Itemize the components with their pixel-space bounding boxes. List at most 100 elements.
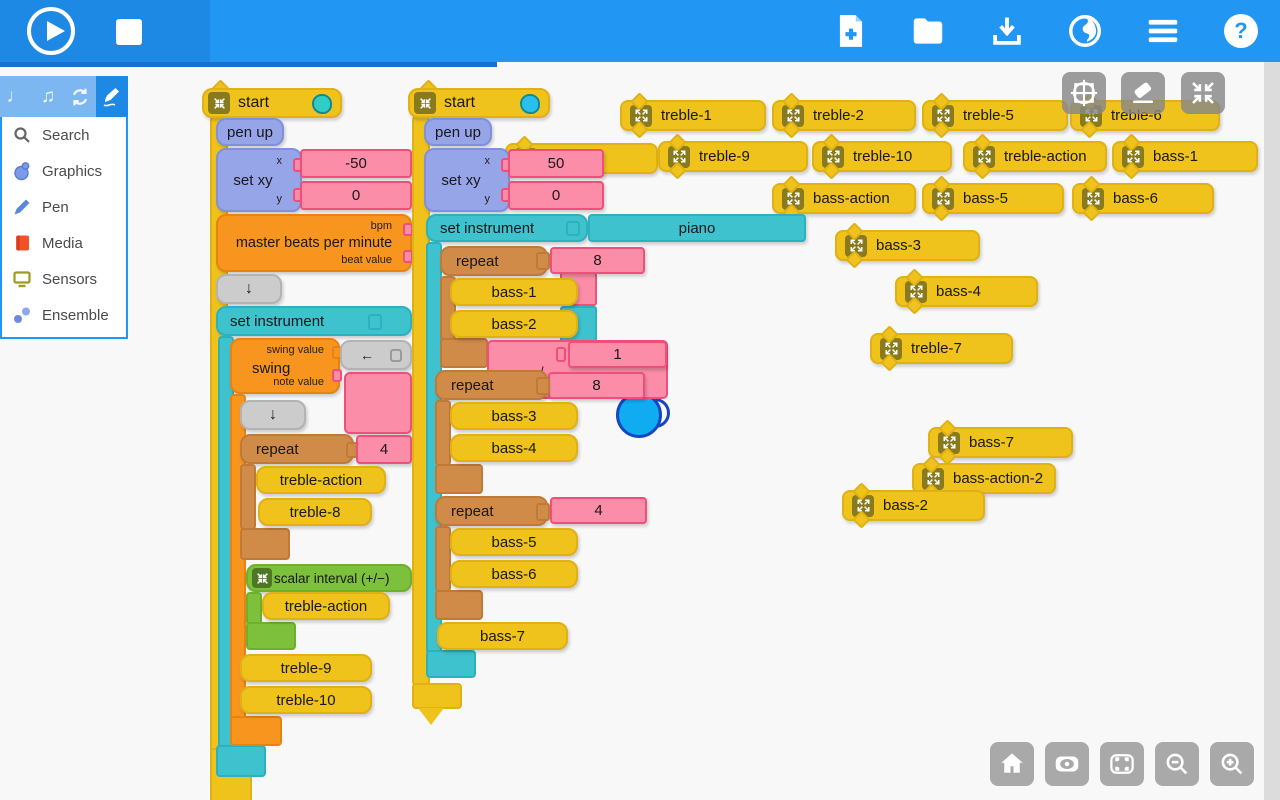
number-block[interactable]: 0	[508, 181, 604, 210]
expand-icon[interactable]	[932, 104, 954, 127]
save-button[interactable]	[988, 12, 1026, 50]
action-call-block[interactable]: bass-6	[450, 560, 578, 588]
action-call-block[interactable]: bass-7	[437, 622, 568, 650]
repeat-block[interactable]: repeat	[435, 370, 548, 400]
scalar-interval-block[interactable]: scalar interval (+/−)	[246, 564, 412, 592]
tab-note-pair[interactable]: ♫	[32, 76, 64, 117]
expand-icon[interactable]	[922, 467, 944, 490]
set-instrument-block[interactable]: set instrument	[426, 214, 588, 242]
collapsed-action-bass-action-2[interactable]: bass-action-2	[912, 455, 1056, 502]
menu-button[interactable]	[1144, 12, 1182, 50]
expand-icon[interactable]	[845, 234, 867, 257]
erase-button[interactable]	[1121, 72, 1165, 114]
palette-item-sensors[interactable]: Sensors	[2, 261, 126, 297]
show-hide-blocks-button[interactable]	[1045, 742, 1089, 786]
collapsed-action-bass-7[interactable]: bass-7	[928, 419, 1073, 466]
expand-icon[interactable]	[668, 145, 690, 168]
hidden-block[interactable]: ↓	[240, 400, 306, 430]
action-call-block[interactable]: treble-9	[240, 654, 372, 682]
collapsed-action-treble-5[interactable]: treble-5	[922, 92, 1068, 139]
palette-item-search[interactable]: Search	[2, 117, 126, 153]
collapsed-action-treble-9[interactable]: treble-9	[658, 133, 808, 180]
action-call-block[interactable]: bass-5	[450, 528, 578, 556]
start-block[interactable]: start	[408, 88, 550, 118]
number-block[interactable]: -50	[300, 149, 412, 178]
collapsed-action-bass-3[interactable]: bass-3	[835, 222, 980, 269]
palette-item-media[interactable]: Media	[2, 225, 126, 261]
expand-icon[interactable]	[1082, 187, 1104, 210]
zoom-out-button[interactable]	[1155, 742, 1199, 786]
collapsed-action-bass-1[interactable]: bass-1	[1112, 133, 1258, 180]
number-block[interactable]: 1	[568, 341, 667, 368]
collapsed-action-bass-5[interactable]: bass-5	[922, 175, 1064, 222]
number-block[interactable]: 0	[300, 181, 412, 210]
partial-pink-block[interactable]	[344, 372, 412, 434]
collapsed-action-bass-4[interactable]: bass-4	[895, 268, 1038, 315]
instrument-name-block[interactable]: piano	[588, 214, 806, 242]
master-bpm-block[interactable]: bpm master beats per minute beat value	[216, 214, 413, 272]
new-project-button[interactable]	[832, 12, 870, 50]
repeat-block[interactable]: repeat	[435, 496, 548, 526]
number-block[interactable]: 4	[550, 497, 647, 524]
language-button[interactable]	[1066, 12, 1104, 50]
number-block[interactable]: 50	[508, 149, 604, 178]
number-block[interactable]: 8	[550, 247, 645, 274]
collapsed-action-treble-7[interactable]: treble-7	[870, 325, 1013, 372]
action-call-block[interactable]: treble-8	[258, 498, 372, 526]
palette-item-pen[interactable]: Pen	[2, 189, 126, 225]
number-block[interactable]: 8	[548, 372, 645, 399]
open-project-button[interactable]	[909, 12, 947, 50]
expand-icon[interactable]	[1122, 145, 1144, 168]
collapsed-action-bass-action[interactable]: bass-action	[772, 175, 916, 222]
collapse-blocks-button[interactable]	[1181, 72, 1225, 114]
canvas-scroll-strip[interactable]	[1264, 62, 1280, 800]
start-block[interactable]: start	[202, 88, 342, 118]
collapsed-action-treble-1[interactable]: treble-1	[620, 92, 766, 139]
set-instrument-block[interactable]: set instrument	[216, 306, 412, 336]
expand-icon[interactable]	[973, 145, 995, 168]
palette-item-ensemble[interactable]: Ensemble	[2, 297, 126, 333]
swing-block[interactable]: swing value swing note value	[230, 338, 342, 394]
expand-icon[interactable]	[852, 494, 874, 517]
tab-rhythm-note[interactable]: ♩	[0, 76, 32, 117]
home-button[interactable]	[990, 742, 1034, 786]
collapsed-action-bass-2[interactable]: bass-2	[842, 482, 985, 529]
collapse-icon[interactable]	[252, 568, 272, 588]
set-xy-block[interactable]: x set xy y	[216, 148, 303, 212]
pen-up-block[interactable]: pen up	[216, 118, 284, 146]
collapsed-action-treble-action[interactable]: treble-action	[963, 133, 1107, 180]
set-xy-block[interactable]: x set xy y	[424, 148, 511, 212]
hidden-block[interactable]: ↓	[216, 274, 282, 304]
action-call-block[interactable]: bass-1	[450, 278, 578, 306]
collapsed-action-treble-10[interactable]: treble-10	[812, 133, 952, 180]
collapse-icon[interactable]	[208, 92, 230, 114]
block-canvas[interactable]: start pen up x set xy y -50 0 bpm master…	[0, 62, 1280, 800]
tab-sync[interactable]	[64, 76, 96, 117]
help-button[interactable]: ?	[1224, 14, 1258, 48]
action-call-block[interactable]: treble-10	[240, 686, 372, 714]
collapsed-action-treble-2[interactable]: treble-2	[772, 92, 916, 139]
expand-icon[interactable]	[822, 145, 844, 168]
pen-up-block[interactable]: pen up	[424, 118, 492, 146]
play-button[interactable]	[27, 7, 75, 55]
expand-icon[interactable]	[782, 104, 804, 127]
action-call-block[interactable]: bass-3	[450, 402, 578, 430]
backward-block[interactable]: ←	[340, 340, 412, 370]
action-call-block[interactable]: bass-2	[450, 310, 578, 338]
palette-item-graphics[interactable]: Graphics	[2, 153, 126, 189]
expand-icon[interactable]	[932, 187, 954, 210]
expand-icon[interactable]	[905, 280, 927, 303]
stop-button[interactable]	[116, 19, 142, 45]
zoom-in-button[interactable]	[1210, 742, 1254, 786]
grid-button[interactable]	[1062, 72, 1106, 114]
expand-icon[interactable]	[782, 187, 804, 210]
expand-blocks-button[interactable]	[1100, 742, 1144, 786]
action-call-block[interactable]: treble-action	[256, 466, 386, 494]
repeat-block[interactable]: repeat	[240, 434, 358, 464]
collapsed-action-bass-6[interactable]: bass-6	[1072, 175, 1214, 222]
collapse-icon[interactable]	[414, 92, 436, 114]
expand-icon[interactable]	[630, 104, 652, 127]
repeat-block[interactable]: repeat	[440, 246, 548, 276]
tab-pen-active[interactable]	[96, 76, 128, 117]
action-call-block[interactable]: bass-4	[450, 434, 578, 462]
